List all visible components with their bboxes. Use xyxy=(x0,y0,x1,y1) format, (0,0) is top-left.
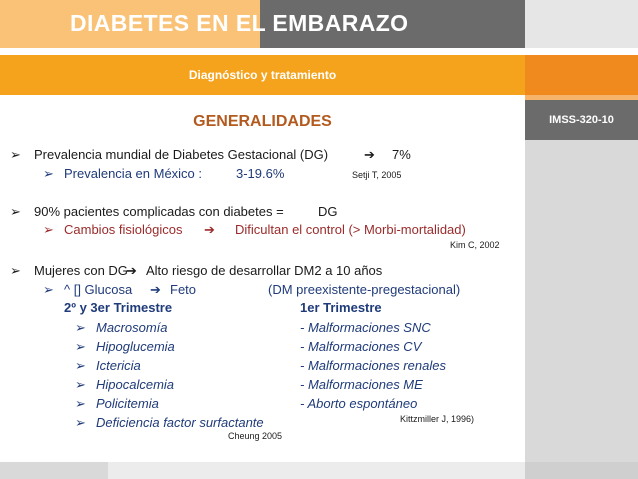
footer-band-2 xyxy=(108,462,525,479)
malformation-item: - Malformaciones CV xyxy=(300,339,422,354)
complication-item: Ictericia xyxy=(96,358,141,373)
sub-bullet-arrowhead-icon: ➢ xyxy=(43,282,54,297)
complication-item: Policitemia xyxy=(96,396,159,411)
complication-item: Macrosomía xyxy=(96,320,168,335)
bullet-3-value: Alto riesgo de desarrollar DM2 a 10 años xyxy=(146,263,383,278)
list-arrowhead-icon: ➢ xyxy=(75,339,86,354)
footer-band-3 xyxy=(525,462,638,479)
reference-setji: Setji T, 2005 xyxy=(352,170,402,180)
list-arrowhead-icon: ➢ xyxy=(75,415,86,430)
guideline-code: IMSS-320-10 xyxy=(525,100,638,140)
list-arrowhead-icon: ➢ xyxy=(75,396,86,411)
bullet-arrowhead-icon: ➢ xyxy=(10,263,21,278)
bullet-1-sub-value: 3-19.6% xyxy=(236,166,285,181)
complication-item: Deficiencia factor surfactante xyxy=(96,415,264,430)
subtitle-band-right-accent xyxy=(525,95,638,100)
page-subtitle: Diagnóstico y tratamiento xyxy=(188,68,337,82)
malformation-item: - Aborto espontáneo xyxy=(300,396,418,411)
trimester-right-header: 1er Trimestre xyxy=(300,300,382,315)
bullet-1-value: 7% xyxy=(392,147,411,162)
bullet-arrowhead-icon: ➢ xyxy=(10,204,21,219)
malformation-item: - Malformaciones ME xyxy=(300,377,423,392)
bullet-2-value: DG xyxy=(318,204,338,219)
bullet-1-sub-label: Prevalencia en México : xyxy=(64,166,203,181)
header-band-mid xyxy=(260,0,525,48)
right-sidebar xyxy=(525,100,638,462)
reference-kittzmiller: Kittzmiller J, 1996) xyxy=(400,414,475,424)
right-arrow-icon: ➔ xyxy=(150,282,161,297)
right-arrow-icon: ➔ xyxy=(364,147,375,162)
section-heading: GENERALIDADES xyxy=(193,113,332,130)
bullet-2-label: 90% pacientes complicadas con diabetes = xyxy=(34,204,284,219)
sub-bullet-arrowhead-icon: ➢ xyxy=(43,222,54,237)
header-band-right xyxy=(525,0,638,48)
bullet-3-sub-value: (DM preexistente-pregestacional) xyxy=(268,282,461,297)
list-arrowhead-icon: ➢ xyxy=(75,377,86,392)
list-arrowhead-icon: ➢ xyxy=(75,320,86,335)
list-arrowhead-icon: ➢ xyxy=(75,358,86,373)
header-band-left xyxy=(0,0,260,48)
malformation-item: - Malformaciones SNC xyxy=(300,320,431,335)
page-title: DIABETES EN EL EMBARAZO xyxy=(70,10,409,36)
reference-kim: Kim C, 2002 xyxy=(450,240,500,250)
bullet-3-sub-mid: Feto xyxy=(170,282,197,297)
subtitle-band xyxy=(0,55,525,95)
bullet-3-label: Mujeres con DG xyxy=(34,263,128,278)
bullet-3-sub-label: ^ [] Glucosa xyxy=(64,282,133,297)
bullet-1-text: Prevalencia mundial de Diabetes Gestacio… xyxy=(34,147,329,162)
complication-item: Hipocalcemia xyxy=(96,377,175,392)
bullet-2-sub-value: Dificultan el control (> Morbi-mortalida… xyxy=(235,222,466,237)
right-arrow-icon: ➔ xyxy=(204,222,215,237)
complication-item: Hipoglucemia xyxy=(96,339,175,354)
right-arrow-icon: ➔ xyxy=(126,263,137,278)
sub-bullet-arrowhead-icon: ➢ xyxy=(43,166,54,181)
trimester-left-header: 2º y 3er Trimestre xyxy=(64,300,173,315)
footer-band-1 xyxy=(0,462,108,479)
malformation-item: - Malformaciones renales xyxy=(300,358,446,373)
bullet-2-sub-label: Cambios fisiológicos xyxy=(64,222,183,237)
reference-cheung: Cheung 2005 xyxy=(228,431,283,441)
subtitle-band-right xyxy=(525,55,638,95)
bullet-arrowhead-icon: ➢ xyxy=(10,147,21,162)
